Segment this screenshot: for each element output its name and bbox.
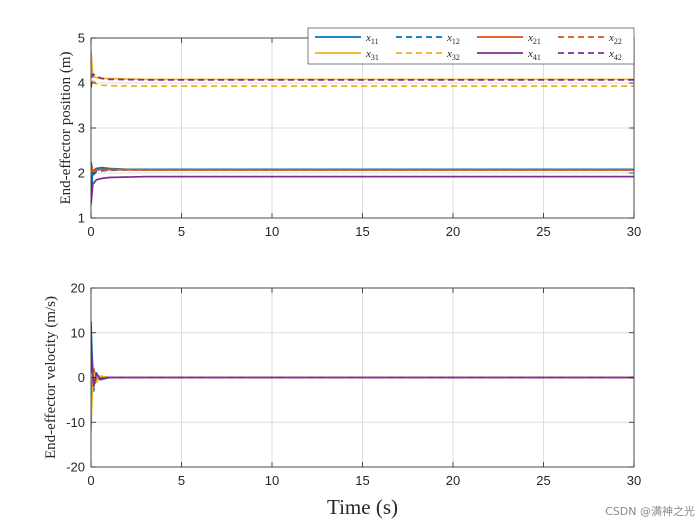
legend-label-base: x <box>446 32 452 44</box>
x-tick-label: 5 <box>178 473 185 488</box>
y-tick-label: 3 <box>78 121 85 136</box>
x-tick-label: 0 <box>87 473 94 488</box>
x-tick-label: 30 <box>627 224 641 239</box>
x-tick-label: 10 <box>265 224 279 239</box>
y-tick-label: 0 <box>78 370 85 385</box>
legend-label-x11: x11 <box>365 32 379 46</box>
series-group <box>91 321 634 432</box>
legend-label-base: x <box>527 48 533 60</box>
legend-label-subscript: 11 <box>371 37 379 46</box>
legend-label-x42: x42 <box>608 48 622 62</box>
legend-label-x21: x21 <box>527 32 541 46</box>
series-line-x41 <box>91 175 634 205</box>
legend-label-subscript: 21 <box>533 37 541 46</box>
legend-label-x12: x12 <box>446 32 460 46</box>
series-line-x32 <box>91 60 634 88</box>
legend-label-subscript: 31 <box>371 53 379 62</box>
series-line-x42 <box>91 73 634 88</box>
y-tick-label: 20 <box>71 281 85 296</box>
x-tick-label: 20 <box>446 473 460 488</box>
legend-label-base: x <box>527 32 533 44</box>
x-tick-label: 10 <box>265 473 279 488</box>
legend-label-base: x <box>608 32 614 44</box>
x-tick-label: 15 <box>355 224 369 239</box>
x-tick-label: 25 <box>536 224 550 239</box>
legend-label-x32: x32 <box>446 48 460 62</box>
series-line-x42 <box>91 346 634 386</box>
series-line-x22 <box>91 161 634 172</box>
y-axis-label: End-effector velocity (m/s) <box>43 296 59 459</box>
x-tick-label: 25 <box>536 473 550 488</box>
legend-label-x31: x31 <box>365 48 379 62</box>
y-tick-label: 10 <box>71 325 85 340</box>
x-axis-label: Time (s) <box>327 495 398 519</box>
x-tick-label: 20 <box>446 224 460 239</box>
legend-label-base: x <box>446 48 452 60</box>
legend-label-x41: x41 <box>527 48 541 62</box>
x-tick-label: 15 <box>355 473 369 488</box>
series-line-x12 <box>91 169 634 196</box>
legend-label-subscript: 42 <box>614 53 622 62</box>
legend-label-x22: x22 <box>608 32 622 46</box>
y-tick-label: 5 <box>78 31 85 46</box>
y-tick-label: 1 <box>78 211 85 226</box>
legend-label-base: x <box>365 48 371 60</box>
legend-label-subscript: 32 <box>452 53 460 62</box>
legend-label-subscript: 12 <box>452 37 460 46</box>
y-tick-label: -20 <box>66 460 85 475</box>
x-tick-label: 5 <box>178 224 185 239</box>
watermark: CSDN @满神之光 <box>605 504 695 518</box>
legend-box <box>307 27 635 65</box>
series-group <box>91 51 634 205</box>
x-tick-label: 30 <box>627 473 641 488</box>
legend-label-base: x <box>608 48 614 60</box>
y-tick-label: 2 <box>78 166 85 181</box>
y-tick-label: -10 <box>66 415 85 430</box>
legend-label-subscript: 41 <box>533 53 541 62</box>
y-axis-label: End-effector position (m) <box>58 51 74 204</box>
y-tick-label: 4 <box>78 76 85 91</box>
x-tick-label: 0 <box>87 224 94 239</box>
legend-label-subscript: 22 <box>614 37 622 46</box>
legend-label-base: x <box>365 32 371 44</box>
velocity-subplot: 0 5 10 15 20 25 30 -20 -10 0 10 20 End-effector velo… <box>43 281 641 520</box>
